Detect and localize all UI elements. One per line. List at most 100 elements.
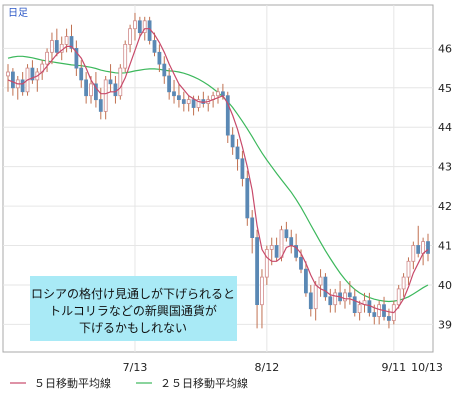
y-tick-label: 41 — [438, 240, 452, 253]
candle-body-down — [235, 146, 240, 160]
period-label: 日足 — [8, 7, 28, 19]
y-tick-label: 45 — [438, 82, 452, 95]
candle-body-up — [45, 51, 49, 65]
candle — [308, 284, 313, 317]
candle-body-up — [421, 241, 426, 254]
candle-body-down — [386, 316, 391, 321]
candle — [401, 273, 406, 297]
candle-body-down — [84, 79, 88, 97]
x-tick-label: 10/13 — [411, 361, 443, 374]
candle — [264, 245, 269, 285]
annotation-line-2: トルコリラなどの新興国通貨が — [49, 303, 217, 318]
x-axis-ticks: 7/13 8/12 9/11 10/13 — [123, 361, 443, 374]
candle — [50, 32, 54, 65]
annotation-line-1: ロシアの格付け見通しが下げられると — [31, 286, 235, 301]
candle-body-down — [10, 71, 15, 89]
candle-body-up — [133, 20, 137, 30]
candle — [216, 87, 220, 104]
candle-body-up — [259, 276, 264, 306]
x-tick-label: 8/12 — [254, 361, 279, 374]
y-axis-ticks: 39 40 41 42 43 44 45 46 — [438, 42, 452, 331]
candle — [176, 83, 181, 108]
candle-body-down — [152, 40, 157, 53]
y-tick-label: 44 — [438, 121, 452, 134]
annotation-background — [30, 276, 237, 341]
candle — [113, 75, 118, 104]
candle — [64, 28, 69, 53]
candle — [172, 79, 176, 104]
candle-body-up — [123, 44, 128, 69]
candle-body-down — [162, 63, 167, 77]
annotation-box: ロシアの格付け見通しが下げられると トルコリラなどの新興国通貨が 下げるかもしれ… — [30, 276, 237, 341]
candle — [284, 221, 289, 242]
ma5-line — [7, 28, 429, 314]
candle — [196, 95, 201, 112]
candle-body-down — [30, 67, 35, 81]
annotation-line-3: 下げるかもしれない — [79, 321, 187, 335]
candle — [45, 48, 49, 73]
candle-body-up — [264, 249, 269, 278]
candle — [54, 28, 59, 57]
candle-body-up — [411, 245, 416, 262]
candle-body-up — [333, 292, 338, 306]
candle — [103, 75, 108, 120]
candle — [167, 68, 172, 100]
candle-body-up — [89, 83, 93, 97]
candle-body-up — [343, 292, 347, 302]
y-tick-label: 42 — [438, 200, 452, 213]
y-tick-label: 46 — [438, 42, 452, 55]
candle — [245, 170, 250, 226]
candle — [152, 32, 157, 57]
candle-body-up — [186, 99, 191, 104]
candle — [108, 64, 113, 92]
candle — [230, 127, 235, 155]
candle-body-down — [20, 79, 25, 93]
candle — [69, 24, 74, 53]
candle-body-up — [377, 304, 382, 317]
candle-body-down — [113, 83, 118, 97]
candle-body-down — [255, 237, 260, 306]
candle — [357, 300, 362, 321]
legend-ma25-label: ２５日移動平均線 — [160, 376, 248, 390]
candle-body-down — [323, 276, 328, 298]
candle — [162, 56, 167, 84]
candle-body-down — [157, 51, 162, 65]
candle-body-up — [118, 67, 123, 97]
candle-body-down — [328, 296, 333, 306]
candle-body-down — [299, 256, 303, 270]
candle-body-down — [372, 312, 377, 317]
candle — [259, 269, 264, 329]
candle-body-down — [108, 79, 113, 85]
candle-body-down — [347, 292, 352, 298]
candle — [133, 12, 137, 41]
candle — [157, 44, 162, 73]
candle-body-down — [167, 75, 172, 93]
x-tick-label: 9/11 — [381, 361, 406, 374]
candle-body-down — [308, 292, 313, 310]
y-tick-label: 43 — [438, 161, 452, 174]
candle-body-down — [303, 268, 308, 294]
candle — [118, 64, 123, 100]
candle — [411, 241, 416, 270]
candle-body-down — [274, 245, 279, 258]
candle — [303, 261, 308, 297]
candle — [123, 40, 128, 73]
candle-body-down — [245, 178, 250, 219]
candle — [426, 233, 430, 262]
candle — [181, 91, 186, 112]
candle — [333, 288, 338, 313]
candle-body-up — [269, 245, 274, 250]
candle-body-down — [54, 40, 59, 53]
candle-body-down — [79, 67, 84, 81]
candle — [255, 229, 260, 329]
candle — [74, 40, 79, 76]
candle — [274, 237, 279, 262]
candle — [235, 139, 240, 171]
candle-body-down — [240, 158, 245, 179]
candle — [250, 210, 255, 254]
candle — [84, 72, 88, 104]
candle-body-up — [103, 79, 108, 112]
candle-body-up — [313, 284, 318, 310]
candle — [318, 269, 323, 297]
